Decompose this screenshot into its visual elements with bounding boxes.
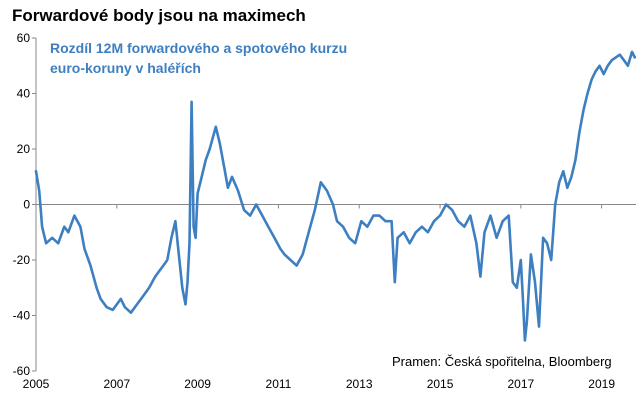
y-tick-label: -40	[13, 309, 31, 323]
x-tick-label: 2019	[588, 377, 615, 391]
x-tick-label: 2005	[23, 377, 50, 391]
y-tick-label: 60	[17, 31, 31, 45]
x-tick-label: 2013	[346, 377, 373, 391]
x-tick-label: 2009	[184, 377, 211, 391]
series-line	[34, 50, 637, 342]
y-tick-label: -60	[13, 364, 31, 378]
source-note: Pramen: Česká spořitelna, Bloomberg	[392, 354, 612, 369]
chart-title: Forwardové body jsou na maximech	[12, 6, 306, 25]
x-tick-label: 2015	[427, 377, 454, 391]
y-tick-label: 20	[17, 142, 31, 156]
x-tick-label: 2007	[103, 377, 130, 391]
x-tick-label: 2011	[266, 377, 292, 391]
y-tick-label: -20	[13, 253, 31, 267]
x-tick-label: 2017	[507, 377, 534, 391]
chart-subtitle: Rozdíl 12M forwardového a spotového kurz…	[50, 40, 348, 76]
y-tick-label: 40	[17, 87, 31, 101]
y-tick-label: 0	[23, 198, 30, 212]
